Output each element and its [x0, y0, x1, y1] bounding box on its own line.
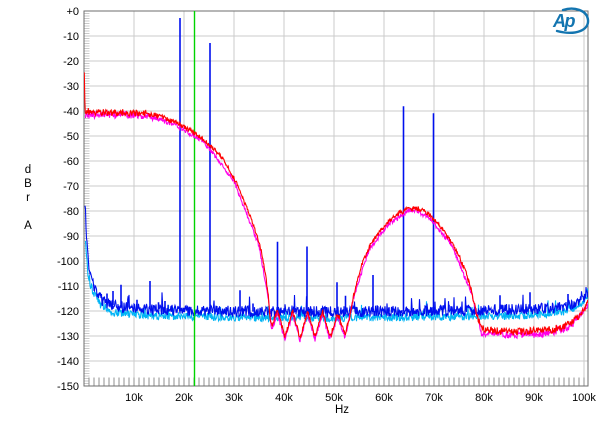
svg-text:-10: -10 — [63, 31, 79, 43]
svg-text:40k: 40k — [275, 392, 293, 404]
y-axis-unit-d: d — [24, 164, 32, 176]
svg-text:70k: 70k — [425, 392, 443, 404]
svg-text:30k: 30k — [225, 392, 243, 404]
svg-text:-120: -120 — [57, 306, 79, 318]
svg-text:+0: +0 — [66, 6, 79, 18]
x-axis-title: Hz — [334, 404, 350, 416]
logo-swoosh — [555, 7, 590, 34]
svg-text:90k: 90k — [525, 392, 543, 404]
svg-text:80k: 80k — [475, 392, 493, 404]
logo-text: Ap — [552, 11, 575, 31]
svg-text:-40: -40 — [63, 106, 79, 118]
svg-text:-30: -30 — [63, 81, 79, 93]
svg-text:-110: -110 — [58, 281, 79, 293]
svg-text:100k: 100k — [572, 392, 596, 404]
svg-text:-90: -90 — [63, 231, 79, 243]
svg-text:-20: -20 — [63, 56, 79, 68]
svg-text:20k: 20k — [175, 392, 193, 404]
svg-text:-50: -50 — [63, 131, 79, 143]
svg-text:-60: -60 — [63, 156, 79, 168]
svg-text:-130: -130 — [57, 331, 79, 343]
y-axis-unit-b: B — [24, 178, 32, 190]
audio-precision-logo-icon: Ap — [552, 7, 590, 34]
svg-text:-70: -70 — [63, 181, 79, 193]
svg-text:-150: -150 — [57, 381, 79, 393]
y-axis-weighting-a: A — [24, 220, 32, 232]
svg-text:-140: -140 — [57, 356, 79, 368]
svg-text:10k: 10k — [125, 392, 143, 404]
svg-text:50k: 50k — [325, 392, 343, 404]
svg-text:-100: -100 — [57, 256, 79, 268]
svg-text:60k: 60k — [375, 392, 393, 404]
svg-text:-80: -80 — [63, 206, 79, 218]
y-axis-unit-r: r — [26, 192, 30, 204]
